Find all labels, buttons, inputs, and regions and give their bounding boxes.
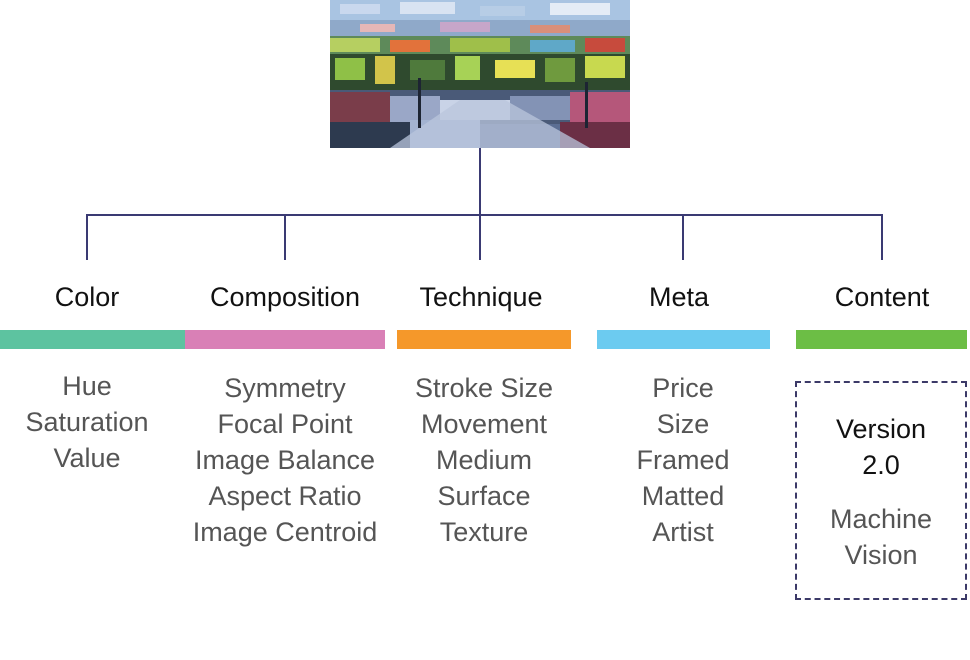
list-item: Image Balance	[194, 445, 376, 475]
list-item: Saturation	[25, 407, 149, 437]
version-number: 2.0	[862, 450, 900, 480]
list-item: Machine	[829, 504, 933, 534]
category-color-bar	[185, 330, 385, 349]
category-item-list: Price Size Framed Matted Artist	[563, 370, 803, 550]
category-title: Meta	[648, 282, 710, 312]
version-box: Version 2.0 Machine Vision	[795, 381, 967, 600]
list-item: Aspect Ratio	[208, 481, 362, 511]
category-title: Composition	[209, 282, 361, 312]
category-title: Technique	[419, 282, 543, 312]
list-item: Hue	[62, 371, 112, 401]
list-item: Focal Point	[217, 409, 353, 439]
list-item: Price	[652, 373, 714, 403]
category-color-bar	[397, 330, 571, 349]
category-color: Color Hue Saturation Value	[0, 0, 187, 660]
version-title-line: Version	[835, 414, 927, 444]
category-color-bar	[0, 330, 187, 349]
list-item: Medium	[435, 445, 533, 475]
category-title: Content	[834, 282, 930, 312]
list-item: Artist	[652, 517, 714, 547]
list-item: Framed	[636, 445, 730, 475]
category-title: Color	[54, 282, 120, 312]
category-color-bar	[796, 330, 967, 349]
list-item: Image Centroid	[192, 517, 378, 547]
version-title: Version 2.0	[797, 411, 965, 483]
list-item: Symmetry	[224, 373, 346, 403]
version-item-list: Machine Vision	[797, 501, 965, 573]
list-item: Stroke Size	[414, 373, 554, 403]
category-content: Content	[782, 0, 970, 660]
category-meta: Meta Price Size Framed Matted Artist	[583, 0, 783, 660]
category-item-list: Stroke Size Movement Medium Surface Text…	[364, 370, 604, 550]
category-composition: Composition Symmetry Focal Point Image B…	[185, 0, 385, 660]
category-technique: Technique Stroke Size Movement Medium Su…	[384, 0, 584, 660]
list-item: Value	[53, 443, 121, 473]
list-item: Size	[656, 409, 710, 439]
list-item: Movement	[420, 409, 548, 439]
category-item-list: Symmetry Focal Point Image Balance Aspec…	[165, 370, 405, 550]
list-item: Texture	[439, 517, 529, 547]
list-item: Matted	[641, 481, 725, 511]
category-item-list: Hue Saturation Value	[0, 368, 207, 476]
list-item: Surface	[437, 481, 531, 511]
painting-image	[330, 0, 630, 148]
category-color-bar	[597, 330, 770, 349]
list-item: Vision	[844, 540, 918, 570]
